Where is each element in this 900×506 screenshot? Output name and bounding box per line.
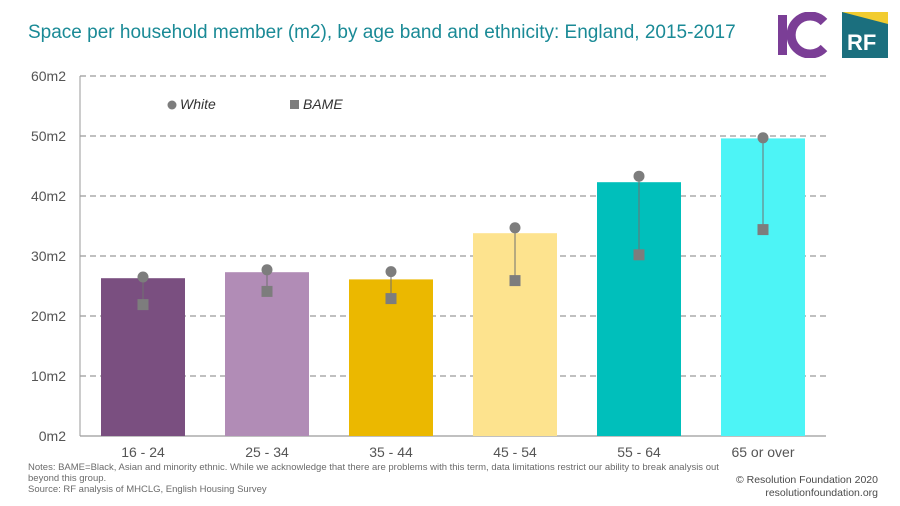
legend-bame-marker (290, 100, 299, 109)
bame-point (509, 275, 521, 287)
white-point (633, 170, 645, 182)
bar (349, 279, 433, 436)
ic-logo-i (778, 15, 787, 55)
y-tick-label: 20m2 (31, 308, 66, 324)
white-point (385, 266, 397, 278)
copyright-text: © Resolution Foundation 2020 (735, 474, 878, 486)
y-tick-label: 10m2 (31, 368, 66, 384)
ic-logo-c (786, 12, 828, 58)
y-tick-label: 60m2 (31, 68, 66, 84)
bame-point (385, 293, 397, 305)
y-tick-label: 0m2 (39, 428, 66, 444)
chart-notes: Notes: BAME=Black, Asian and minority et… (28, 462, 728, 495)
legend-bame-label: BAME (303, 96, 343, 112)
y-tick-label: 40m2 (31, 188, 66, 204)
x-tick-label: 25 - 34 (245, 444, 289, 460)
website-link[interactable]: resolutionfoundation.org (765, 487, 878, 499)
notes-text: Notes: BAME=Black, Asian and minority et… (28, 462, 719, 484)
x-tick-label: 65 or over (731, 444, 794, 460)
bame-point (137, 299, 149, 311)
bar (225, 272, 309, 436)
svg-text:RF: RF (847, 30, 876, 55)
bame-point (633, 249, 645, 261)
legend-white-label: White (180, 96, 216, 112)
white-point (261, 264, 273, 276)
x-tick-label: 35 - 44 (369, 444, 413, 460)
y-tick-label: 50m2 (31, 128, 66, 144)
x-tick-label: 16 - 24 (121, 444, 165, 460)
legend-white-marker (167, 100, 177, 110)
x-tick-label: 55 - 64 (617, 444, 661, 460)
white-point (757, 132, 769, 144)
y-tick-label: 30m2 (31, 248, 66, 264)
ic-logo (778, 12, 828, 58)
x-tick-label: 45 - 54 (493, 444, 537, 460)
credit-block: © Resolution Foundation 2020 resolutionf… (736, 474, 878, 500)
bame-point (261, 285, 273, 297)
rf-logo: RF (842, 12, 888, 58)
white-point (509, 222, 521, 234)
chart-area: 0m2 10m2 20m2 30m2 40m2 50m2 60m2 16 - 24 25 - 3… (31, 68, 826, 460)
white-point (137, 271, 149, 283)
source-text: Source: RF analysis of MHCLG, English Ho… (28, 484, 267, 495)
bame-point (757, 224, 769, 236)
chart-title: Space per household member (m2), by age … (28, 22, 736, 43)
